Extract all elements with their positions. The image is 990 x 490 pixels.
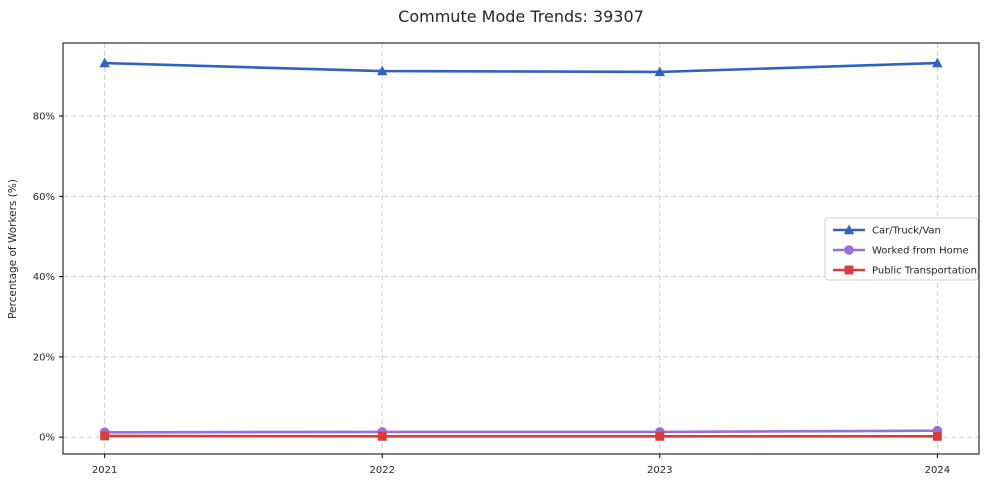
x-tick-label: 2022 xyxy=(369,465,394,476)
square-marker-icon xyxy=(932,431,942,441)
legend-item-worked-from-home: Worked from Home xyxy=(833,245,969,257)
y-tick-label: 80% xyxy=(33,112,55,123)
y-tick-label: 60% xyxy=(33,192,55,203)
y-axis-label: Percentage of Workers (%) xyxy=(7,179,19,319)
square-marker-icon xyxy=(100,431,110,441)
legend-item-label: Car/Truck/Van xyxy=(872,226,941,237)
triangle-marker-icon xyxy=(654,66,665,77)
triangle-marker-icon xyxy=(843,224,855,235)
series-line xyxy=(103,429,939,434)
legend-item-car-truck-van: Car/Truck/Van xyxy=(833,224,941,237)
x-tick-label: 2023 xyxy=(647,465,672,476)
series-layer xyxy=(99,57,943,441)
ticks-layer: 0% 20% 40% 60% 80% 2021 2022 2023 2024 xyxy=(33,112,950,476)
y-tick-label: 0% xyxy=(39,433,55,444)
square-marker-icon xyxy=(655,431,665,441)
plot-border xyxy=(62,42,980,455)
circle-marker-icon xyxy=(844,245,854,255)
x-tick-label: 2024 xyxy=(925,465,950,476)
square-marker-icon xyxy=(377,431,387,441)
legend-item-public-transportation: Public Transportation xyxy=(833,266,977,277)
triangle-marker-icon xyxy=(932,57,943,68)
series-line xyxy=(103,61,939,74)
y-tick-label: 40% xyxy=(33,272,55,283)
y-tick-label: 20% xyxy=(33,352,55,363)
series-public-transportation xyxy=(100,431,942,441)
legend-box xyxy=(824,217,979,281)
triangle-marker-icon xyxy=(99,57,110,68)
legend: Car/Truck/Van Worked from Home Public Tran… xyxy=(824,217,979,281)
x-tick-label: 2021 xyxy=(92,465,117,476)
legend-item-label: Public Transportation xyxy=(872,266,977,277)
chart-title: Commute Mode Trends: 39307 xyxy=(398,7,644,26)
series-car-truck-van xyxy=(99,57,943,77)
grid-layer xyxy=(63,43,979,454)
square-marker-icon xyxy=(844,265,854,275)
triangle-marker-icon xyxy=(377,65,388,76)
legend-item-label: Worked from Home xyxy=(872,246,969,257)
